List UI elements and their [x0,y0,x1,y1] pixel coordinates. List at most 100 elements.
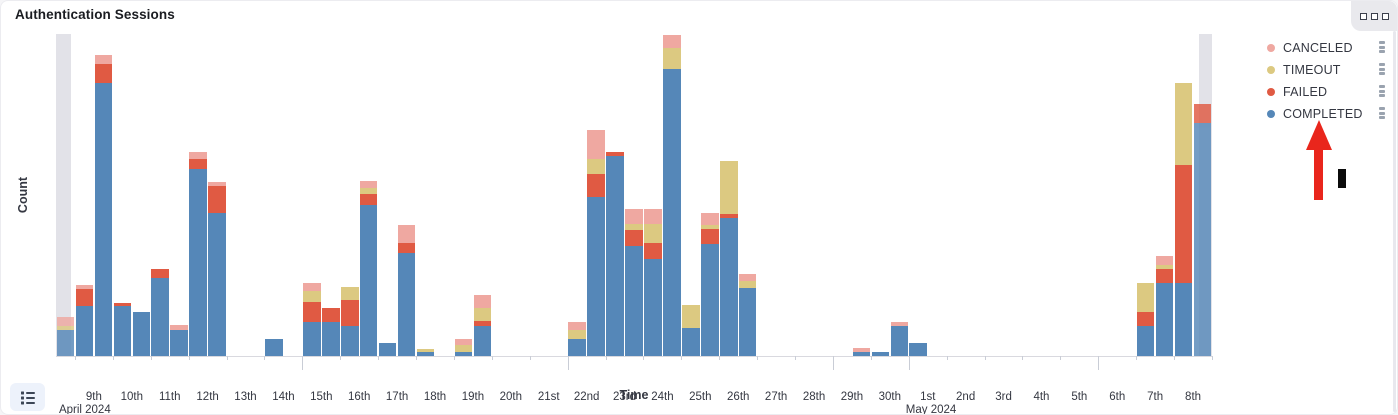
bar-apr-16-00-00[interactable] [340,287,359,356]
bar-segment-timeout[interactable] [303,291,321,302]
bar-segment-canceled[interactable] [738,274,757,281]
legend-item-completed[interactable]: COMPLETED [1261,103,1393,125]
bar-segment-completed[interactable] [378,343,397,356]
bar-segment-timeout[interactable] [738,281,757,288]
bar-segment-completed[interactable] [701,244,719,356]
bar-segment-completed[interactable] [132,312,151,356]
bar-segment-completed[interactable] [871,352,890,356]
bar-apr-10-00-00[interactable] [113,303,132,356]
bar-apr-15-00-00[interactable] [303,283,321,356]
bar-segment-completed[interactable] [890,326,909,356]
bar-segment-timeout[interactable] [416,349,435,352]
bar-segment-canceled[interactable] [663,35,681,48]
bar-segment-failed[interactable] [208,186,226,213]
bar-segment-completed[interactable] [568,339,586,356]
bar-segment-timeout[interactable] [701,225,719,229]
bar-segment-completed[interactable] [151,278,169,356]
bar-segment-failed[interactable] [719,214,738,218]
bar-segment-failed[interactable] [644,243,662,259]
bar-segment-failed[interactable] [75,289,94,306]
bar-segment-canceled[interactable] [852,348,871,352]
bar-segment-canceled[interactable] [587,130,605,159]
bar-apr-24-00-00[interactable] [644,209,662,356]
bar-apr-15-12-00[interactable] [322,308,340,356]
bar-apr-22-00-00[interactable] [568,322,586,356]
bar-segment-completed[interactable] [852,352,871,356]
legend-actions-icon[interactable] [1379,107,1385,119]
bar-apr-22-12-00[interactable] [587,130,605,356]
bar-apr-10-12-00[interactable] [132,312,151,356]
bar-segment-timeout[interactable] [719,161,738,214]
bar-segment-failed[interactable] [1136,312,1155,326]
bar-segment-failed[interactable] [606,152,624,156]
bar-segment-completed[interactable] [56,330,75,356]
bar-apr-23-12-00[interactable] [625,209,643,356]
bar-segment-completed[interactable] [265,339,283,356]
legend-actions-icon[interactable] [1379,63,1385,75]
bar-segment-canceled[interactable] [303,283,321,291]
bar-may-7-00-00[interactable] [1136,283,1155,356]
bar-segment-completed[interactable] [113,306,132,356]
bar-apr-8-12-00[interactable] [56,317,75,356]
bar-segment-canceled[interactable] [75,285,94,289]
bar-segment-canceled[interactable] [56,317,75,326]
bar-segment-timeout[interactable] [1136,283,1155,312]
bar-segment-completed[interactable] [682,328,700,356]
bar-segment-failed[interactable] [303,302,321,322]
bar-segment-failed[interactable] [151,269,169,278]
bar-segment-canceled[interactable] [397,225,416,243]
bar-apr-19-00-00[interactable] [454,339,473,356]
bar-segment-timeout[interactable] [454,345,473,352]
bar-segment-completed[interactable] [359,205,378,356]
bar-segment-completed[interactable] [738,288,757,356]
bar-segment-timeout[interactable] [644,224,662,243]
bar-segment-timeout[interactable] [568,330,586,339]
bar-segment-timeout[interactable] [663,48,681,69]
bar-apr-14-00-00[interactable] [265,339,283,356]
bar-segment-completed[interactable] [322,322,340,356]
legend-actions-icon[interactable] [1379,41,1385,53]
bar-apr-12-12-00[interactable] [208,182,226,356]
bar-segment-timeout[interactable] [359,188,378,194]
bar-may-1-00-00[interactable] [909,343,928,356]
bar-segment-completed[interactable] [397,253,416,356]
bar-apr-12-00-00[interactable] [189,152,207,356]
bar-segment-failed[interactable] [1174,165,1193,283]
bar-segment-failed[interactable] [397,243,416,253]
bar-apr-30-00-00[interactable] [871,352,890,356]
bar-segment-failed[interactable] [701,229,719,244]
bar-segment-timeout[interactable] [625,224,643,230]
bar-segment-canceled[interactable] [189,152,207,159]
bar-apr-17-12-00[interactable] [397,225,416,356]
bar-segment-completed[interactable] [1174,283,1193,356]
bar-segment-completed[interactable] [1193,123,1212,356]
bar-apr-29-12-00[interactable] [852,348,871,356]
bar-may-7-12-00[interactable] [1155,256,1174,356]
bar-may-8-12-00[interactable] [1193,104,1212,356]
bar-segment-timeout[interactable] [340,287,359,300]
bar-segment-canceled[interactable] [208,182,226,186]
bar-segment-canceled[interactable] [1155,256,1174,265]
bar-apr-11-00-00[interactable] [151,269,169,356]
bar-apr-23-00-00[interactable] [606,152,624,356]
bar-segment-completed[interactable] [454,352,473,356]
bar-apr-18-00-00[interactable] [416,349,435,356]
bar-apr-9-00-00[interactable] [75,285,94,356]
bar-segment-failed[interactable] [94,64,113,83]
bar-segment-completed[interactable] [719,218,738,356]
bar-segment-completed[interactable] [1155,283,1174,356]
bar-apr-26-12-00[interactable] [738,274,757,356]
bar-segment-failed[interactable] [322,308,340,322]
bar-segment-failed[interactable] [189,159,207,169]
legend-item-timeout[interactable]: TIMEOUT [1261,59,1393,81]
bar-segment-completed[interactable] [663,69,681,356]
bar-segment-failed[interactable] [359,194,378,205]
bar-segment-timeout[interactable] [587,159,605,174]
bar-segment-canceled[interactable] [625,209,643,224]
bar-segment-completed[interactable] [170,330,188,356]
bar-segment-failed[interactable] [1155,269,1174,283]
bar-apr-25-12-00[interactable] [701,213,719,356]
bar-segment-completed[interactable] [909,343,928,356]
bar-segment-canceled[interactable] [170,325,188,330]
bar-segment-failed[interactable] [587,174,605,197]
